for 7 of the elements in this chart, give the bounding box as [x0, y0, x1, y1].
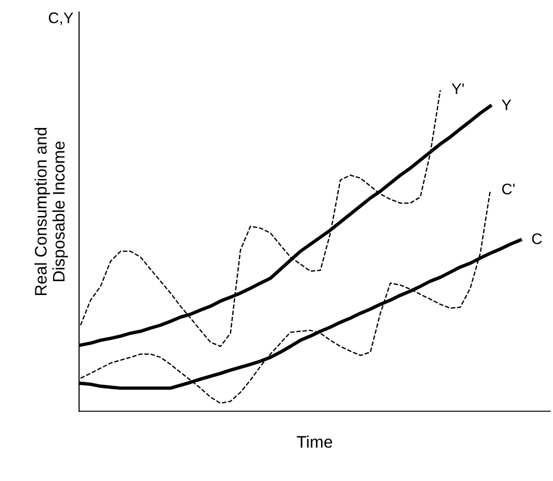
text: C,Y: [48, 12, 74, 26]
series-label: C': [502, 184, 515, 194]
series-label: Y': [452, 84, 464, 94]
series-label: Y: [502, 100, 512, 110]
series-label: C: [532, 233, 542, 244]
y-axis-title: Real Consumption and Disposable Income: [34, 128, 68, 296]
x-axis-title: Time: [296, 436, 332, 448]
